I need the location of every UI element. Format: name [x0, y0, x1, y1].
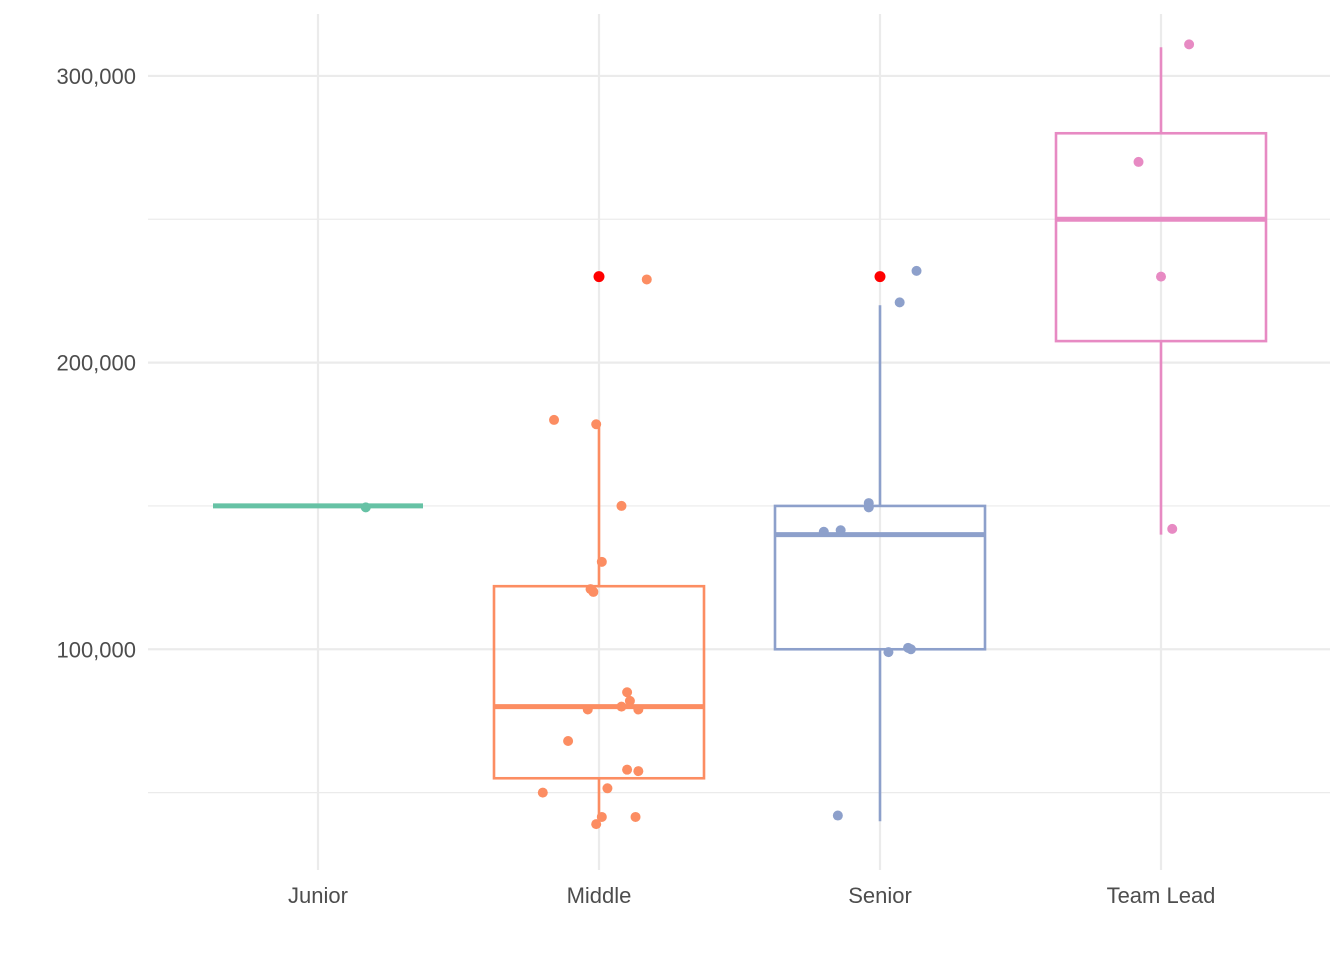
data-point [641, 274, 652, 285]
data-point [596, 811, 607, 822]
x-tick-label: Senior [848, 883, 912, 908]
data-point [602, 783, 613, 794]
data-point [1156, 271, 1166, 282]
data-point [549, 414, 560, 425]
data-point [582, 704, 593, 715]
y-tick-label: 100,000 [56, 637, 136, 662]
y-tick-label: 200,000 [56, 351, 136, 376]
data-point [537, 787, 548, 798]
data-point [616, 701, 627, 712]
data-point [624, 695, 635, 706]
data-point [1133, 156, 1144, 167]
axis-labels: 100,000 200,000 300,000 Junior Middle Senior T… [56, 64, 1215, 908]
data-point [818, 526, 829, 537]
data-point [832, 810, 843, 821]
x-tick-label: Team Lead [1107, 883, 1216, 908]
outlier-point [874, 271, 886, 283]
data-point [883, 647, 894, 658]
data-point [622, 687, 633, 698]
outlier-point [593, 271, 605, 283]
data-point [616, 500, 627, 511]
data-point [563, 736, 574, 746]
box-team-lead [1054, 47, 1268, 535]
x-tick-label: Middle [567, 883, 632, 908]
data-points [360, 39, 1195, 830]
data-point [360, 502, 371, 513]
data-point [894, 297, 905, 308]
data-point [863, 502, 874, 513]
grid-lines [148, 14, 1330, 870]
data-point [591, 819, 602, 830]
box-senior [773, 271, 987, 822]
boxes [213, 47, 1268, 822]
data-point [633, 766, 644, 777]
data-point [588, 586, 599, 597]
data-point [1167, 523, 1178, 534]
box-body [1054, 131, 1268, 343]
x-tick-label: Junior [288, 883, 348, 908]
y-tick-label: 300,000 [56, 64, 136, 89]
data-point [911, 265, 922, 276]
data-point [633, 704, 644, 715]
data-point [630, 811, 641, 822]
data-point [591, 419, 602, 430]
data-point [905, 644, 916, 655]
box-body [773, 504, 987, 651]
data-point [596, 556, 607, 567]
data-point [1184, 39, 1195, 50]
data-point [835, 525, 846, 536]
box-body [492, 584, 706, 780]
data-point [622, 764, 633, 775]
